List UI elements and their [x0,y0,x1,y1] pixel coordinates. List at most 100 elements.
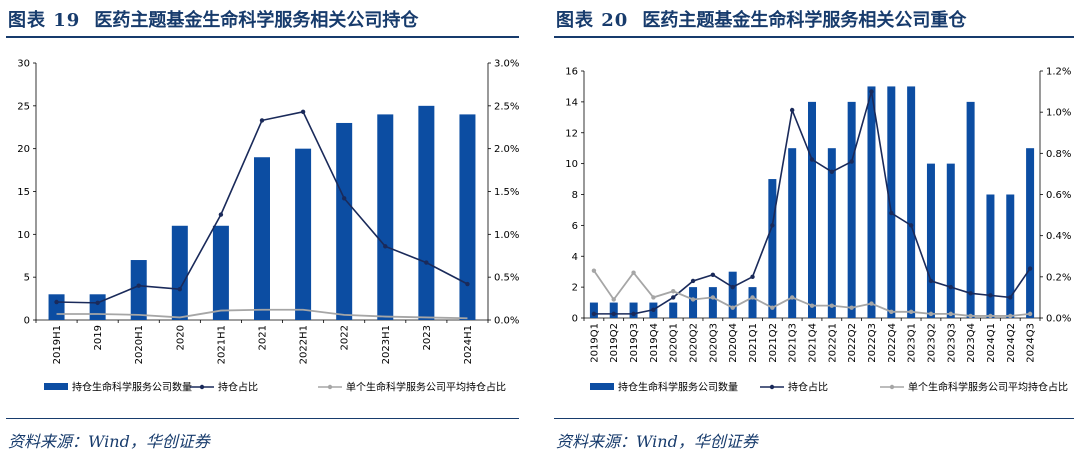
average-holding-point [829,303,835,308]
x-tick-label: 2023Q4 [966,323,977,363]
holding-ratio-point [95,300,100,306]
y-right-tick-label: 3.0% [494,59,519,70]
holding-ratio-point [300,109,306,115]
y-left-tick-label: 6 [572,221,578,232]
bar [689,287,698,318]
figure-20-chart: 0 2 4 6 8 10 12 14 16 0.0% 0.2% 0.4% 0.6% 0.8% 1.0% 1.2… [565,67,1071,394]
legend-bar-swatch [44,383,68,390]
holding-ratio-point [690,278,696,284]
x-tick-label: 2023Q2 [926,323,937,363]
bar [887,86,896,318]
bar [589,302,598,318]
bar [418,105,435,320]
y-left-tick-label: 30 [17,59,30,70]
y-right-tick-label: 1.2% [1046,67,1071,78]
x-tick-label: 2022Q1 [827,323,838,363]
average-holding-point [1027,311,1033,317]
figure-19-heading: 图表 19 医药主题基金生命科学服务相关公司持仓 [8,6,418,32]
legend-label: 持仓占比 [218,381,258,394]
average-holding-point [809,303,815,308]
bar [847,101,856,318]
bar [708,287,717,318]
bar [788,148,797,318]
x-tick-label: 2021 [258,325,269,350]
y-left-tick-label: 5 [24,273,30,284]
holding-ratio-point [928,278,934,284]
legend-marker [327,384,333,390]
y-left-tick-label: 15 [17,187,30,198]
holding-ratio-point [750,274,755,280]
x-tick-label: 2020Q4 [728,323,739,363]
bar [827,148,836,318]
bar [1026,148,1035,318]
bar [459,114,476,321]
holding-ratio-point [611,311,616,317]
bar [926,163,935,318]
holding-ratio-point [465,281,470,287]
x-tick-label: 2020 [175,325,186,350]
holding-ratio-point [341,196,347,201]
figure-20-top-rule [554,36,1074,38]
x-tick-label: 2021Q3 [788,323,799,363]
x-tick-label: 2024Q3 [1026,323,1037,363]
x-tick-label: 2020Q3 [708,323,719,363]
x-tick-label: 2021Q4 [808,323,819,363]
figure-20-source: 资料来源：Wind，华创证券 [556,432,758,451]
y-left-tick-label: 10 [565,159,578,170]
y-right-tick-label: 0.4% [1046,231,1071,242]
bar [768,179,777,318]
y-right-tick-label: 1.0% [494,230,519,241]
x-tick-label: 2024H1 [463,325,474,364]
average-holding-point [730,305,735,310]
average-holding-point [928,311,934,317]
y-left-tick-label: 4 [572,252,578,263]
x-tick-label: 2020Q1 [669,323,680,363]
y-right-tick-label: 0.0% [1046,314,1071,325]
holding-ratio-point [1027,266,1033,271]
x-tick-label: 2022 [340,325,351,350]
figure-19-top-rule [6,36,519,38]
legend-bar-swatch [590,383,614,390]
y-left-tick-label: 14 [565,97,578,108]
holding-ratio-point [770,223,775,228]
bar [669,302,678,318]
average-holding-point [611,297,616,302]
y-left-tick-label: 20 [17,144,30,155]
legend-label: 单个生命科学服务公司平均持仓占比 [346,381,506,394]
x-tick-label: 2019Q2 [609,323,620,363]
average-holding-point [690,297,696,302]
y-left-tick-label: 0 [572,314,578,325]
bar [89,294,106,320]
holding-ratio-point [177,286,183,292]
legend-marker [769,384,775,390]
y-left-tick-label: 25 [17,101,30,112]
bar [748,287,757,318]
holding-ratio-point [968,291,973,296]
y-right-tick-label: 0.8% [1046,149,1071,160]
x-tick-label: 2024Q2 [1006,323,1017,363]
figure-20-label: 图表 20 [556,10,629,31]
average-holding-point [889,309,894,315]
holding-ratio-point [631,311,636,317]
bar [946,163,955,318]
bar [966,101,975,318]
holding-ratio-point [218,212,224,217]
average-holding-point [988,313,993,319]
figure-19-title: 医药主题基金生命科学服务相关公司持仓 [94,10,419,31]
x-tick-label: 2023 [422,325,433,350]
average-holding-point [968,313,973,319]
holding-ratio-point [889,210,894,216]
y-right-tick-label: 1.0% [1046,108,1071,119]
y-left-tick-label: 2 [572,283,578,294]
average-holding-point [1008,313,1013,319]
holding-ratio-point [259,118,265,123]
holding-ratio-point [424,260,429,265]
bar [1006,194,1015,318]
holding-ratio-point [869,89,874,94]
average-holding-point [869,301,874,306]
holding-ratio-point [671,295,676,300]
bar [808,101,816,318]
bar [907,86,916,318]
bar [336,122,353,320]
legend-label: 持仓占比 [788,381,828,394]
